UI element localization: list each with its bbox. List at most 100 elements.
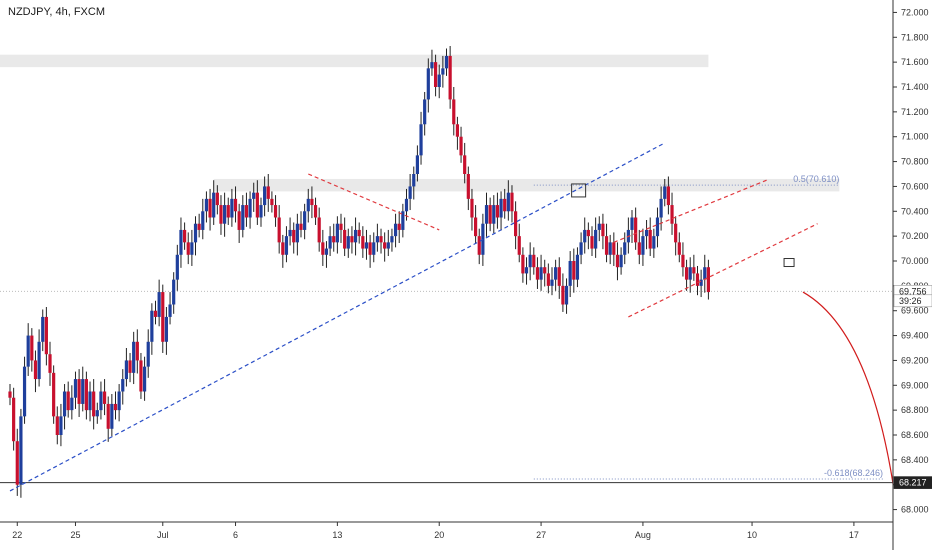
channel-line-c bbox=[628, 223, 818, 318]
candle-body bbox=[226, 205, 230, 218]
candle-body bbox=[604, 236, 609, 255]
candle-body bbox=[503, 198, 507, 212]
candle-body bbox=[372, 242, 376, 255]
uptrend-line bbox=[9, 142, 666, 492]
candle-body bbox=[128, 360, 132, 373]
candle-body bbox=[15, 441, 19, 485]
candle-body bbox=[444, 55, 449, 69]
candle-body bbox=[383, 242, 387, 249]
candle-body bbox=[313, 205, 318, 218]
candle-body bbox=[681, 254, 685, 268]
candle-body bbox=[121, 379, 125, 392]
marker-box-a bbox=[571, 183, 587, 198]
candle-body bbox=[52, 372, 56, 417]
candle-body bbox=[557, 267, 561, 286]
candle-body bbox=[437, 74, 441, 87]
candle-body bbox=[601, 223, 605, 237]
candle-body bbox=[655, 217, 660, 237]
price-label: 39:26 bbox=[899, 296, 922, 306]
candle-body bbox=[692, 267, 696, 274]
candle-body bbox=[343, 229, 347, 249]
y-tick-label: 71.800 bbox=[901, 32, 929, 42]
candle-body bbox=[543, 267, 547, 274]
candle-body bbox=[415, 155, 419, 174]
candle-body bbox=[255, 192, 259, 218]
candle-body bbox=[615, 254, 620, 268]
candle-body bbox=[517, 236, 521, 255]
candle-body bbox=[153, 310, 158, 317]
candle-body bbox=[492, 205, 496, 224]
candle-body bbox=[306, 198, 310, 212]
x-tick-label: 10 bbox=[747, 530, 757, 540]
candle-body bbox=[168, 304, 172, 317]
x-tick-label: 22 bbox=[12, 530, 22, 540]
candle-body bbox=[634, 217, 638, 243]
candle-body bbox=[488, 205, 492, 224]
candle-body bbox=[423, 99, 427, 125]
candle-body bbox=[237, 211, 241, 230]
candle-body bbox=[568, 261, 572, 286]
candle-body bbox=[317, 217, 321, 243]
x-tick-label: Aug bbox=[635, 530, 651, 540]
candle-body bbox=[466, 174, 470, 199]
candle-body bbox=[393, 223, 398, 237]
candle-body bbox=[37, 341, 41, 380]
candle-body bbox=[448, 55, 452, 100]
y-tick-label: 69.400 bbox=[901, 331, 929, 341]
candle-body bbox=[183, 229, 187, 243]
candle-body bbox=[455, 124, 460, 137]
candle-body bbox=[241, 205, 245, 230]
x-tick-label: 17 bbox=[849, 530, 859, 540]
candle-body bbox=[470, 198, 474, 218]
y-tick-label: 70.000 bbox=[901, 256, 929, 266]
x-tick-label: 6 bbox=[233, 530, 238, 540]
candle-body bbox=[408, 186, 412, 199]
x-tick-label: 13 bbox=[332, 530, 342, 540]
candle-body bbox=[48, 354, 52, 373]
candle-body bbox=[33, 360, 38, 380]
candle-body bbox=[88, 391, 92, 411]
y-tick-label: 70.600 bbox=[901, 181, 929, 191]
candle-body bbox=[186, 242, 190, 255]
candle-body bbox=[77, 379, 81, 404]
candle-body bbox=[252, 192, 256, 199]
candle-body bbox=[666, 186, 670, 206]
candle-body bbox=[361, 236, 365, 249]
candle-body bbox=[459, 136, 463, 156]
candle-body bbox=[463, 155, 467, 174]
candle-body bbox=[648, 229, 652, 249]
candle-body bbox=[117, 391, 121, 411]
candle-body bbox=[132, 341, 136, 373]
fib-annotation: -0.618(68.246) bbox=[824, 468, 883, 478]
candle-body bbox=[652, 236, 656, 249]
y-tick-label: 72.000 bbox=[901, 7, 929, 17]
candle-body bbox=[273, 205, 278, 218]
y-tick-label: 69.200 bbox=[901, 355, 929, 365]
x-tick-label: 20 bbox=[434, 530, 444, 540]
x-tick-label: 25 bbox=[70, 530, 80, 540]
candle-body bbox=[706, 267, 710, 293]
candle-body bbox=[695, 273, 700, 286]
candle-body bbox=[346, 236, 350, 249]
candle-body bbox=[208, 198, 212, 218]
candle-body bbox=[161, 292, 165, 342]
candle-body bbox=[572, 261, 576, 280]
candle-body bbox=[674, 223, 678, 243]
candle-body bbox=[401, 211, 405, 230]
candle-body bbox=[135, 341, 139, 361]
price-label: 68.217 bbox=[899, 478, 927, 488]
resistance-zone-upper bbox=[0, 54, 709, 68]
channel-line-a bbox=[308, 173, 440, 231]
candle-body bbox=[564, 285, 569, 305]
candle-body bbox=[284, 236, 289, 255]
candle-body bbox=[499, 198, 503, 218]
candle-body bbox=[157, 292, 161, 317]
candle-body bbox=[539, 267, 543, 280]
candle-body bbox=[288, 229, 292, 237]
candle-body bbox=[303, 211, 307, 230]
price-label: 69.756 bbox=[899, 286, 927, 296]
candle-body bbox=[550, 279, 554, 286]
candle-body bbox=[579, 242, 583, 255]
